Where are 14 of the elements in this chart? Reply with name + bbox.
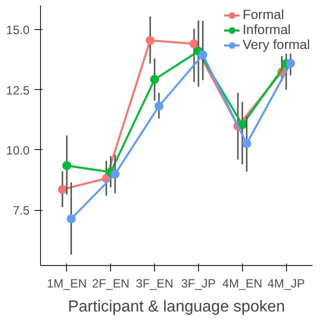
y-tick-label: 10.0 — [6, 143, 30, 158]
x-tick-label: 3F_JP — [181, 276, 216, 290]
x-tick-label: 4M_EN — [222, 276, 262, 290]
x-tick-label: 2F_EN — [92, 276, 130, 290]
x-tick-label: 4M_JP — [268, 276, 305, 290]
legend-label: Informal — [242, 22, 291, 37]
x-tick-label: 3F_EN — [136, 276, 174, 290]
y-tick-label: 7.5 — [12, 204, 30, 218]
y-tick-label: 12.5 — [6, 83, 30, 98]
x-tick-label: 1M_EN — [46, 276, 87, 290]
y-tick-label: 15.0 — [6, 23, 30, 38]
legend-label: Formal — [242, 7, 284, 22]
x-axis-title: Participant & language spoken — [68, 298, 286, 316]
legend-label: Very formal — [242, 37, 310, 52]
